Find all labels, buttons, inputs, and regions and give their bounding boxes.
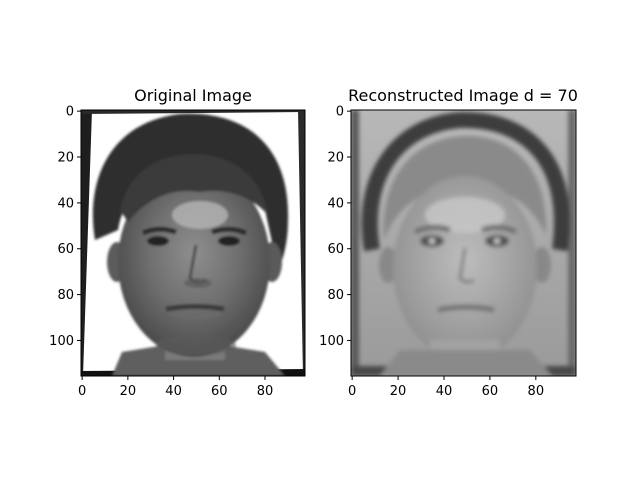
x-tick-label: 40 <box>436 384 453 399</box>
x-tick-label: 60 <box>482 384 499 399</box>
y-tick-label: 80 <box>57 288 74 303</box>
y-tick-label: 0 <box>336 105 344 120</box>
y-tick-label: 60 <box>57 242 74 257</box>
x-tick-label: 0 <box>348 384 356 399</box>
y-tick-label: 80 <box>327 288 344 303</box>
axes-frame-reconstructed <box>350 109 577 377</box>
x-tick-label: 0 <box>78 384 86 399</box>
x-tick-label: 80 <box>528 384 545 399</box>
panel-title-reconstructed: Reconstructed Image d = 70 <box>348 86 578 105</box>
y-tick-label: 100 <box>49 334 74 349</box>
y-tick-label: 100 <box>319 334 344 349</box>
axis-ticks-original: 0 20 40 60 80 0 20 40 60 80 100 <box>49 105 273 399</box>
y-tick-label: 20 <box>327 151 344 166</box>
y-tick-label: 20 <box>57 151 74 166</box>
original-face-image <box>81 110 305 376</box>
y-tick-label: 0 <box>66 105 74 120</box>
y-tick-label: 60 <box>327 242 344 257</box>
y-tick-label: 40 <box>327 196 344 211</box>
axis-ticks-reconstructed: 0 20 40 60 80 0 20 40 60 80 100 <box>319 105 544 399</box>
panel-title-original: Original Image <box>134 86 252 105</box>
x-tick-label: 20 <box>390 384 407 399</box>
x-tick-label: 80 <box>257 384 274 399</box>
panel-reconstructed: Reconstructed Image d = 70 <box>319 86 578 399</box>
x-tick-label: 40 <box>165 384 182 399</box>
reconstructed-face-image <box>351 110 576 376</box>
x-tick-label: 60 <box>211 384 228 399</box>
panel-original: Original Image <box>49 86 306 399</box>
axes-frame-original <box>80 109 306 377</box>
y-tick-label: 40 <box>57 196 74 211</box>
x-tick-label: 20 <box>120 384 137 399</box>
